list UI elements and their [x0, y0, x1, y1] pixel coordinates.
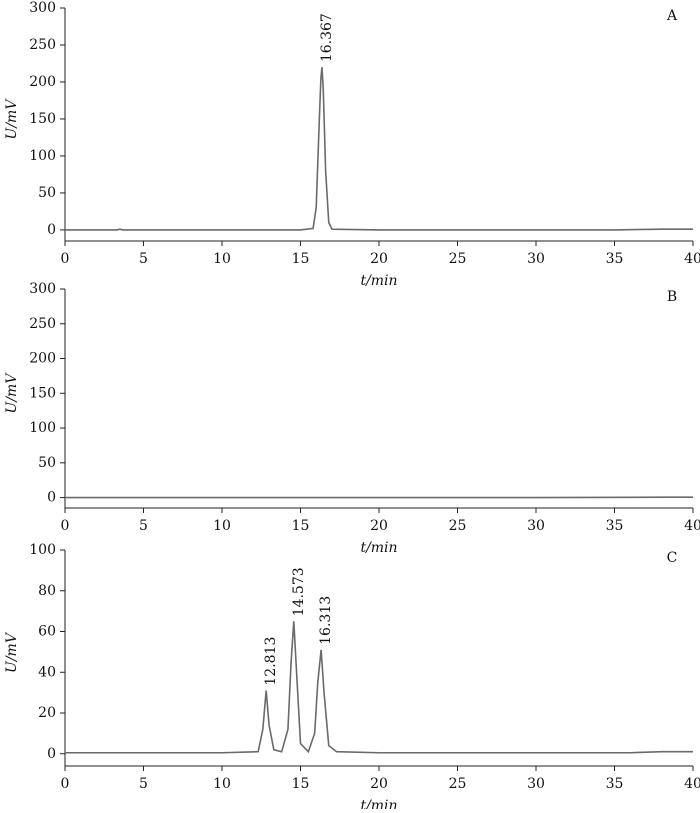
y-tick-label: 100 — [29, 148, 56, 164]
x-tick-label: 25 — [449, 776, 467, 792]
y-tick-label: 300 — [29, 281, 56, 297]
x-tick-label: 30 — [527, 776, 545, 792]
y-axis-label: U/mV — [4, 631, 20, 673]
y-axis-label: U/mV — [4, 372, 20, 414]
peak-label: 16.367 — [319, 13, 335, 62]
x-tick-label: 0 — [61, 251, 70, 267]
x-tick-label: 15 — [292, 518, 310, 534]
peak-label: 14.573 — [291, 567, 307, 616]
chromatogram-line — [65, 67, 693, 230]
y-tick-label: 100 — [29, 420, 56, 436]
y-tick-label: 250 — [29, 316, 56, 332]
x-tick-label: 20 — [370, 251, 388, 267]
y-tick-label: 200 — [29, 74, 56, 90]
chromatogram-line — [65, 621, 693, 752]
peak-label: 12.813 — [263, 637, 279, 686]
panel-label: A — [666, 8, 678, 24]
x-tick-label: 40 — [684, 518, 700, 534]
x-tick-label: 35 — [606, 776, 624, 792]
x-axis-label: t/min — [360, 273, 397, 289]
x-tick-label: 5 — [139, 251, 148, 267]
x-tick-label: 35 — [606, 518, 624, 534]
x-tick-label: 35 — [606, 251, 624, 267]
x-tick-label: 10 — [213, 776, 231, 792]
x-tick-label: 10 — [213, 518, 231, 534]
y-tick-label: 80 — [38, 583, 56, 599]
x-tick-label: 25 — [449, 251, 467, 267]
y-axis-label: U/mV — [4, 98, 20, 140]
x-tick-label: 40 — [684, 776, 700, 792]
panel-label: C — [667, 550, 678, 566]
y-tick-label: 150 — [29, 385, 56, 401]
y-tick-label: 60 — [38, 624, 56, 640]
x-axis-label: t/min — [360, 540, 397, 556]
x-tick-label: 5 — [139, 518, 148, 534]
x-tick-label: 15 — [292, 251, 310, 267]
y-tick-label: 150 — [29, 111, 56, 127]
y-tick-label: 0 — [47, 746, 56, 762]
x-axis-label: t/min — [360, 798, 397, 809]
y-tick-label: 50 — [38, 185, 56, 201]
peak-label: 16.313 — [318, 596, 334, 645]
y-tick-label: 20 — [38, 705, 56, 721]
y-tick-label: 50 — [38, 455, 56, 471]
x-tick-label: 15 — [292, 776, 310, 792]
x-tick-label: 25 — [449, 518, 467, 534]
x-tick-label: 20 — [370, 518, 388, 534]
y-tick-label: 0 — [47, 490, 56, 506]
y-tick-label: 40 — [38, 664, 56, 680]
x-tick-label: 20 — [370, 776, 388, 792]
y-tick-label: 0 — [47, 222, 56, 238]
x-tick-label: 0 — [61, 518, 70, 534]
y-tick-label: 250 — [29, 37, 56, 53]
x-tick-label: 0 — [61, 776, 70, 792]
y-tick-label: 200 — [29, 351, 56, 367]
x-tick-label: 5 — [139, 776, 148, 792]
x-tick-label: 10 — [213, 251, 231, 267]
y-tick-label: 300 — [29, 0, 56, 16]
x-tick-label: 30 — [527, 518, 545, 534]
x-tick-label: 30 — [527, 251, 545, 267]
y-tick-label: 100 — [29, 542, 56, 558]
panel-label: B — [667, 289, 677, 305]
x-tick-label: 40 — [684, 251, 700, 267]
